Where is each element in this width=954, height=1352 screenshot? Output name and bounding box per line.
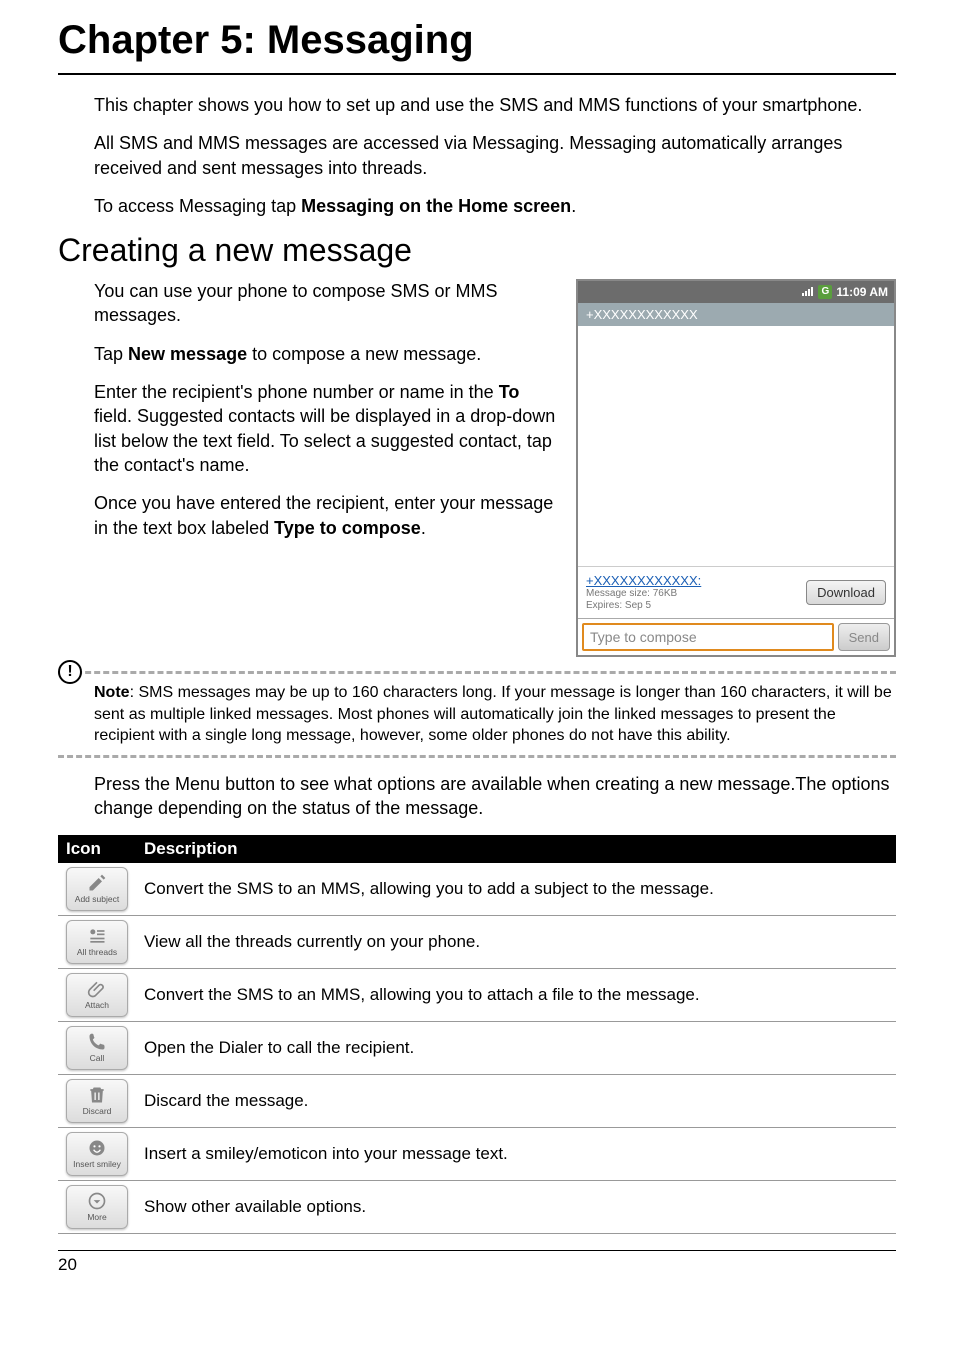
chapter-title: Chapter 5: Messaging: [58, 0, 896, 75]
note-label: Note: [94, 684, 130, 701]
body-p2-post: to compose a new message.: [247, 344, 481, 364]
status-time: 11:09 AM: [836, 285, 888, 299]
desc-more: Show other available options.: [136, 1180, 896, 1233]
desc-add-subject: Convert the SMS to an MMS, allowing you …: [136, 863, 896, 916]
body-p1: You can use your phone to compose SMS or…: [94, 279, 558, 328]
pencil-icon: [87, 873, 107, 893]
table-row: Insert smiley Insert a smiley/emoticon i…: [58, 1127, 896, 1180]
table-row: Add subject Convert the SMS to an MMS, a…: [58, 863, 896, 916]
message-thread-body: [578, 326, 894, 565]
mbtn-label: All threads: [77, 948, 117, 957]
intro-p1: This chapter shows you how to set up and…: [94, 93, 896, 117]
table-row: Discard Discard the message.: [58, 1074, 896, 1127]
body-p4-post: .: [421, 518, 426, 538]
mbtn-label: Add subject: [75, 895, 119, 904]
mms-download-row: +XXXXXXXXXXXX: Message size: 76KB Expire…: [578, 566, 894, 619]
options-table: Icon Description Add subject Convert the…: [58, 835, 896, 1234]
trash-icon: [87, 1085, 107, 1105]
intro-p3-bold: Messaging on the Home screen: [301, 196, 571, 216]
body-p2-bold: New message: [128, 344, 247, 364]
send-button[interactable]: Send: [838, 623, 890, 651]
mbtn-label: Call: [90, 1054, 105, 1063]
mbtn-label: More: [87, 1213, 106, 1222]
body-p3: Enter the recipient's phone number or na…: [94, 380, 558, 477]
desc-call: Open the Dialer to call the recipient.: [136, 1021, 896, 1074]
mms-size: Message size: 76KB: [586, 588, 701, 600]
desc-all-threads: View all the threads currently on your p…: [136, 915, 896, 968]
intro-p3: To access Messaging tap Messaging on the…: [94, 194, 896, 218]
signal-icon: [802, 286, 814, 299]
download-button[interactable]: Download: [806, 580, 886, 605]
th-desc: Description: [136, 835, 896, 863]
compose-input[interactable]: Type to compose: [582, 623, 834, 651]
phone-icon: [87, 1032, 107, 1052]
body-p3-pre: Enter the recipient's phone number or na…: [94, 382, 499, 402]
body-p4-bold: Type to compose: [274, 518, 421, 538]
body-p2-pre: Tap: [94, 344, 128, 364]
icon-insert-smiley: Insert smiley: [58, 1127, 136, 1180]
intro-p2: All SMS and MMS messages are accessed vi…: [94, 131, 896, 180]
mms-sender[interactable]: +XXXXXXXXXXXX:: [586, 573, 701, 589]
mbtn-label: Discard: [83, 1107, 112, 1116]
icon-call: Call: [58, 1021, 136, 1074]
page-footer: 20: [58, 1250, 896, 1275]
desc-discard: Discard the message.: [136, 1074, 896, 1127]
desc-insert-smiley: Insert a smiley/emoticon into your messa…: [136, 1127, 896, 1180]
smiley-icon: [87, 1138, 107, 1158]
mms-expiry: Expires: Sep 5: [586, 600, 701, 612]
intro-p3-pre: To access Messaging tap: [94, 196, 301, 216]
body-p4: Once you have entered the recipient, ent…: [94, 491, 558, 540]
note-icon: !: [58, 660, 82, 684]
page-number: 20: [58, 1255, 77, 1274]
icon-add-subject: Add subject: [58, 863, 136, 916]
body-p3-bold: To: [499, 382, 520, 402]
body-p2: Tap New message to compose a new message…: [94, 342, 558, 366]
mbtn-label: Insert smiley: [73, 1160, 121, 1169]
icon-discard: Discard: [58, 1074, 136, 1127]
table-row: Call Open the Dialer to call the recipie…: [58, 1021, 896, 1074]
table-row: More Show other available options.: [58, 1180, 896, 1233]
after-note: Press the Menu button to see what option…: [94, 772, 896, 821]
paperclip-icon: [87, 979, 107, 999]
desc-attach: Convert the SMS to an MMS, allowing you …: [136, 968, 896, 1021]
status-bar: G 11:09 AM: [578, 281, 894, 303]
mbtn-label: Attach: [85, 1001, 109, 1010]
table-row: Attach Convert the SMS to an MMS, allowi…: [58, 968, 896, 1021]
th-icon: Icon: [58, 835, 136, 863]
threads-icon: [87, 926, 107, 946]
note-text: : SMS messages may be up to 160 characte…: [94, 684, 892, 744]
phone-screenshot: G 11:09 AM +XXXXXXXXXXXX +XXXXXXXXXXXX: …: [576, 279, 896, 657]
icon-all-threads: All threads: [58, 915, 136, 968]
more-icon: [87, 1191, 107, 1211]
section-title: Creating a new message: [58, 232, 896, 269]
icon-more: More: [58, 1180, 136, 1233]
icon-attach: Attach: [58, 968, 136, 1021]
network-g-badge: G: [818, 285, 832, 299]
table-row: All threads View all the threads current…: [58, 915, 896, 968]
recipient-field[interactable]: +XXXXXXXXXXXX: [578, 303, 894, 326]
body-p3-post: field. Suggested contacts will be displa…: [94, 406, 555, 475]
intro-p3-post: .: [571, 196, 576, 216]
note-block: ! Note: SMS messages may be up to 160 ch…: [58, 671, 896, 758]
